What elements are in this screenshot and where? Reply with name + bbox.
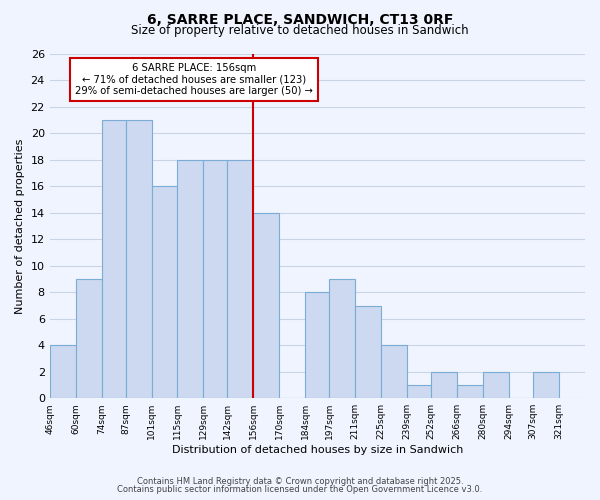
X-axis label: Distribution of detached houses by size in Sandwich: Distribution of detached houses by size …	[172, 445, 463, 455]
Bar	[125, 120, 152, 398]
Bar	[152, 186, 178, 398]
Bar	[533, 372, 559, 398]
Bar	[483, 372, 509, 398]
Bar	[203, 160, 227, 398]
Bar	[329, 279, 355, 398]
Bar	[227, 160, 253, 398]
Bar	[178, 160, 203, 398]
Text: 6 SARRE PLACE: 156sqm
← 71% of detached houses are smaller (123)
29% of semi-det: 6 SARRE PLACE: 156sqm ← 71% of detached …	[75, 62, 313, 96]
Y-axis label: Number of detached properties: Number of detached properties	[15, 138, 25, 314]
Bar	[457, 385, 483, 398]
Text: 6, SARRE PLACE, SANDWICH, CT13 0RF: 6, SARRE PLACE, SANDWICH, CT13 0RF	[147, 12, 453, 26]
Bar	[101, 120, 125, 398]
Text: Contains public sector information licensed under the Open Government Licence v3: Contains public sector information licen…	[118, 484, 482, 494]
Bar	[381, 346, 407, 398]
Text: Contains HM Land Registry data © Crown copyright and database right 2025.: Contains HM Land Registry data © Crown c…	[137, 477, 463, 486]
Bar	[76, 279, 101, 398]
Bar	[355, 306, 381, 398]
Text: Size of property relative to detached houses in Sandwich: Size of property relative to detached ho…	[131, 24, 469, 37]
Bar	[305, 292, 329, 398]
Bar	[253, 213, 280, 398]
Bar	[407, 385, 431, 398]
Bar	[431, 372, 457, 398]
Bar	[50, 346, 76, 398]
